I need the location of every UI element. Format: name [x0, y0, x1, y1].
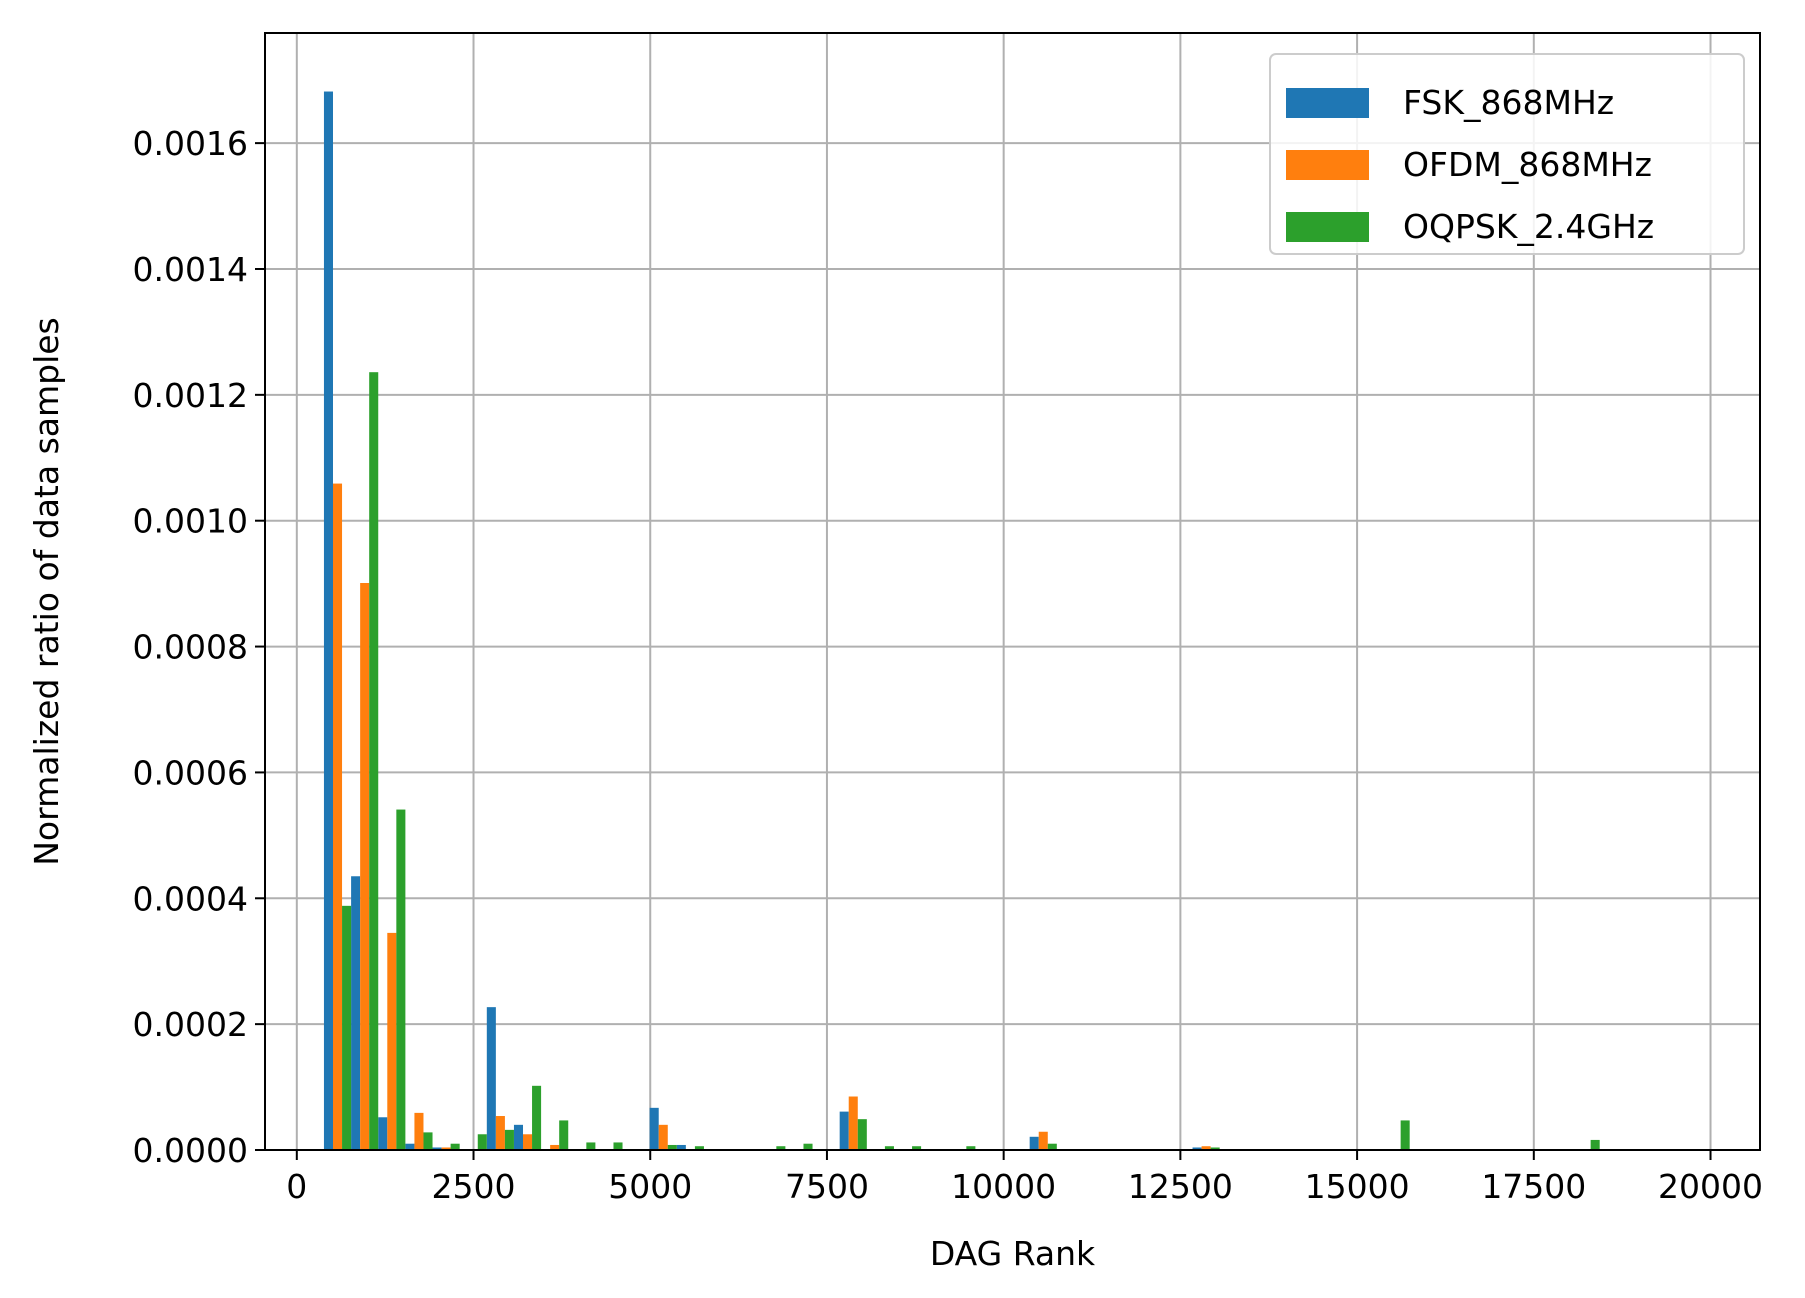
- bar-OQPSK_2.4GHz: [1047, 1143, 1057, 1150]
- x-tick-label: 17500: [1481, 1167, 1586, 1206]
- bar-OQPSK_2.4GHz: [423, 1132, 433, 1150]
- x-tick-label: 0: [286, 1167, 307, 1206]
- bar-OQPSK_2.4GHz: [776, 1146, 786, 1150]
- bar-OQPSK_2.4GHz: [1590, 1139, 1600, 1150]
- bars: [323, 91, 1600, 1150]
- bar-OQPSK_2.4GHz: [694, 1146, 704, 1150]
- y-tick-label: 0.0000: [133, 1131, 248, 1170]
- bar-OFDM_868MHz: [848, 1096, 858, 1150]
- bar-OFDM_868MHz: [658, 1124, 668, 1150]
- legend-swatch-FSK_868MHz: [1286, 88, 1369, 118]
- y-tick-label: 0.0004: [133, 879, 248, 918]
- bar-FSK_868MHz: [351, 876, 361, 1150]
- bar-OQPSK_2.4GHz: [477, 1134, 487, 1150]
- x-tick-label: 15000: [1305, 1167, 1410, 1206]
- bar-OQPSK_2.4GHz: [667, 1144, 677, 1150]
- bar-OQPSK_2.4GHz: [504, 1129, 514, 1150]
- y-tick-label: 0.0008: [133, 628, 248, 667]
- bar-OQPSK_2.4GHz: [1210, 1147, 1220, 1150]
- x-tick-label: 2500: [432, 1167, 516, 1206]
- y-tick-label: 0.0012: [133, 376, 248, 415]
- axis-ticks: 0 2500 5000 7500 10000 12500 15000 17500 20000 0.…: [133, 124, 1763, 1206]
- bar-OFDM_868MHz: [1201, 1146, 1211, 1150]
- bar-OQPSK_2.4GHz: [342, 905, 352, 1150]
- bar-FSK_868MHz: [676, 1144, 686, 1150]
- legend-swatch-OQPSK_2.4GHz: [1286, 212, 1369, 242]
- bar-OFDM_868MHz: [495, 1116, 505, 1150]
- bar-OFDM_868MHz: [523, 1134, 533, 1150]
- legend-label: OFDM_868MHz: [1403, 145, 1652, 184]
- bar-OQPSK_2.4GHz: [857, 1119, 867, 1150]
- bar-FSK_868MHz: [378, 1117, 388, 1150]
- plot-frame: [264, 32, 1761, 1151]
- bar-OQPSK_2.4GHz: [613, 1142, 623, 1150]
- legend-label: OQPSK_2.4GHz: [1403, 207, 1654, 246]
- x-axis-label: DAG Rank: [930, 1234, 1096, 1273]
- legend: FSK_868MHz OFDM_868MHz OQPSK_2.4GHz: [1269, 53, 1745, 255]
- bar-OQPSK_2.4GHz: [532, 1085, 542, 1150]
- x-tick-label: 7500: [785, 1167, 869, 1206]
- x-tick-label: 10000: [951, 1167, 1056, 1206]
- bar-FSK_868MHz: [1192, 1147, 1202, 1150]
- bar-OQPSK_2.4GHz: [966, 1146, 976, 1150]
- bar-OQPSK_2.4GHz: [803, 1143, 813, 1150]
- bar-OQPSK_2.4GHz: [369, 372, 379, 1150]
- y-axis-label: Normalized ratio of data samples: [27, 317, 66, 866]
- bar-OQPSK_2.4GHz: [559, 1120, 569, 1150]
- bar-OFDM_868MHz: [332, 483, 343, 1150]
- bar-FSK_868MHz: [649, 1107, 659, 1150]
- bar-OFDM_868MHz: [441, 1147, 451, 1150]
- x-tick-label: 12500: [1128, 1167, 1233, 1206]
- y-tick-label: 0.0016: [133, 124, 248, 163]
- legend-label: FSK_868MHz: [1403, 83, 1614, 122]
- bar-OQPSK_2.4GHz: [1400, 1120, 1410, 1150]
- bar-OQPSK_2.4GHz: [884, 1146, 894, 1150]
- x-tick-label: 5000: [608, 1167, 692, 1206]
- bar-FSK_868MHz: [1029, 1136, 1039, 1150]
- bar-OFDM_868MHz: [414, 1112, 424, 1150]
- y-tick-label: 0.0006: [133, 753, 248, 792]
- bar-OFDM_868MHz: [387, 932, 397, 1150]
- bar-FSK_868MHz: [405, 1143, 415, 1150]
- bar-OFDM_868MHz: [550, 1144, 560, 1150]
- bar-FSK_868MHz: [432, 1147, 442, 1150]
- bar-OQPSK_2.4GHz: [912, 1146, 922, 1150]
- bar-FSK_868MHz: [839, 1111, 849, 1150]
- y-tick-label: 0.0010: [133, 502, 248, 541]
- y-tick-label: 0.0002: [133, 1005, 248, 1044]
- y-tick-label: 0.0014: [133, 250, 248, 289]
- bar-OFDM_868MHz: [1038, 1131, 1048, 1150]
- bar-OQPSK_2.4GHz: [586, 1142, 596, 1150]
- legend-box: [1269, 53, 1745, 255]
- bar-FSK_868MHz: [486, 1007, 496, 1150]
- bar-OFDM_868MHz: [360, 583, 370, 1150]
- x-tick-label: 20000: [1658, 1167, 1763, 1206]
- legend-swatch-OFDM_868MHz: [1286, 150, 1369, 180]
- bar-OQPSK_2.4GHz: [396, 809, 406, 1150]
- bar-FSK_868MHz: [513, 1124, 524, 1150]
- bar-FSK_868MHz: [323, 91, 333, 1150]
- bar-OQPSK_2.4GHz: [450, 1143, 460, 1150]
